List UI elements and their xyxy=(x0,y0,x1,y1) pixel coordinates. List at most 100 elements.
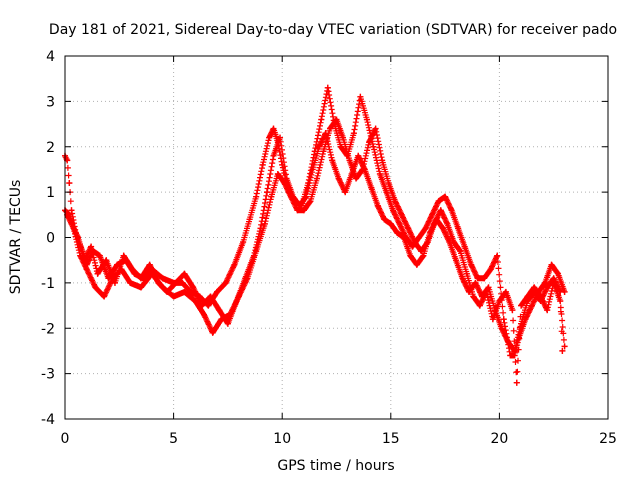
data-point xyxy=(513,379,520,386)
data-point xyxy=(468,261,475,268)
data-point xyxy=(250,252,257,259)
data-point xyxy=(103,257,110,264)
y-tick-label: 4 xyxy=(46,49,55,65)
data-points xyxy=(62,84,568,386)
data-point xyxy=(550,275,557,282)
data-point xyxy=(452,257,459,264)
data-point xyxy=(455,225,462,232)
data-point xyxy=(472,279,479,286)
data-point xyxy=(181,270,188,277)
data-point xyxy=(511,347,518,354)
data-point xyxy=(544,284,551,291)
data-point xyxy=(528,302,535,309)
data-point xyxy=(309,166,316,173)
data-point xyxy=(474,275,481,282)
data-point xyxy=(348,170,355,177)
x-tick-label: 15 xyxy=(382,431,400,447)
data-point xyxy=(363,116,370,123)
data-point xyxy=(155,279,162,286)
data-point xyxy=(370,143,377,150)
data-point xyxy=(422,225,429,232)
data-point xyxy=(394,229,401,236)
data-point xyxy=(459,275,466,282)
data-point xyxy=(340,134,347,141)
y-tick-label: -2 xyxy=(41,321,55,337)
data-point xyxy=(559,347,566,354)
x-tick-label: 25 xyxy=(599,431,617,447)
data-point xyxy=(500,316,507,323)
data-point xyxy=(207,293,214,300)
data-point xyxy=(366,139,373,146)
plot-frame xyxy=(64,55,609,420)
data-point xyxy=(326,125,333,132)
data-point xyxy=(413,261,420,268)
data-point xyxy=(303,193,310,200)
data-point xyxy=(246,216,253,223)
x-tick-label: 10 xyxy=(273,431,291,447)
data-point xyxy=(542,279,549,286)
data-point xyxy=(405,225,412,232)
data-point xyxy=(494,252,501,259)
data-point xyxy=(426,229,433,236)
data-point xyxy=(209,329,216,336)
data-point xyxy=(322,130,329,137)
data-point xyxy=(205,302,212,309)
data-point xyxy=(96,252,103,259)
data-point xyxy=(190,284,197,291)
data-point xyxy=(350,130,357,137)
data-point xyxy=(487,266,494,273)
data-point xyxy=(481,275,488,282)
data-point xyxy=(379,157,386,164)
data-point xyxy=(509,307,516,314)
data-point xyxy=(355,152,362,159)
data-point xyxy=(376,170,383,177)
data-point xyxy=(101,293,108,300)
data-point xyxy=(266,134,273,141)
data-point xyxy=(216,307,223,314)
data-point xyxy=(400,234,407,241)
data-point xyxy=(544,307,551,314)
data-point xyxy=(465,288,472,295)
data-point xyxy=(127,279,134,286)
data-point xyxy=(374,202,381,209)
data-point xyxy=(435,198,442,205)
data-point xyxy=(385,180,392,187)
data-point xyxy=(240,239,247,246)
data-point xyxy=(518,302,525,309)
data-point xyxy=(368,184,375,191)
data-point xyxy=(270,125,277,132)
data-point xyxy=(561,343,568,350)
data-point xyxy=(296,202,303,209)
y-tick-label: 0 xyxy=(46,231,55,247)
data-point xyxy=(381,216,388,223)
data-point xyxy=(75,234,82,241)
data-point xyxy=(548,261,555,268)
data-point xyxy=(457,248,464,255)
data-point xyxy=(448,207,455,214)
data-point xyxy=(372,125,379,132)
data-point xyxy=(496,298,503,305)
data-point xyxy=(396,220,403,227)
data-point xyxy=(159,275,166,282)
data-point xyxy=(407,252,414,259)
y-tick-label: -4 xyxy=(41,412,55,428)
data-series xyxy=(62,116,568,386)
data-point xyxy=(222,279,229,286)
data-point xyxy=(179,279,186,286)
data-point xyxy=(181,288,188,295)
data-point xyxy=(300,207,307,214)
data-point xyxy=(83,266,90,273)
data-point xyxy=(429,211,436,218)
data-point xyxy=(479,293,486,300)
data-point xyxy=(383,189,390,196)
data-point xyxy=(416,234,423,241)
data-point xyxy=(170,293,177,300)
data-point xyxy=(316,143,323,150)
x-tick-label: 5 xyxy=(169,431,178,447)
x-axis-label: GPS time / hours xyxy=(277,458,394,474)
data-point xyxy=(470,293,477,300)
data-point xyxy=(231,261,238,268)
data-point xyxy=(146,261,153,268)
data-point xyxy=(461,243,468,250)
